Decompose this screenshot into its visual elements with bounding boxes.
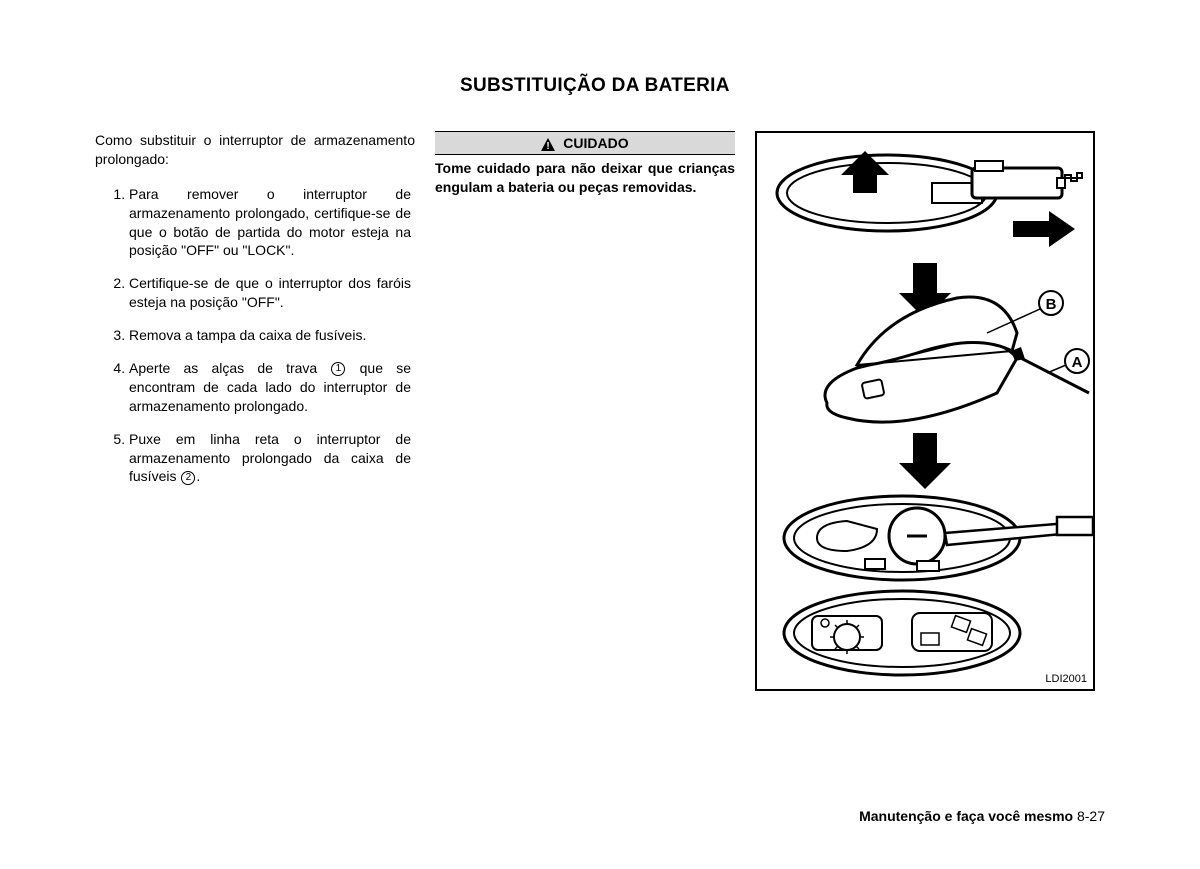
step-1: Para remover o interruptor de armazename… <box>129 185 415 261</box>
svg-text:B: B <box>1046 296 1057 313</box>
circled-1-icon: 1 <box>331 362 345 376</box>
page-title: SUBSTITUIÇÃO DA BATERIA <box>460 75 1115 97</box>
caution-label: CUIDADO <box>563 135 628 151</box>
footer-section: Manutenção e faça você mesmo <box>859 808 1073 824</box>
diagram-code: LDI2001 <box>1045 673 1087 685</box>
column-middle: ! CUIDADO Tome cuidado para não deixar q… <box>435 131 735 829</box>
step-4: Aperte as alças de trava 1 que se encont… <box>129 359 415 416</box>
diagram-fob-battery <box>784 496 1093 580</box>
arrow-down-2-icon <box>899 433 951 489</box>
column-right: B A <box>755 131 1095 829</box>
content-columns: Como substituir o interruptor de armazen… <box>95 131 1115 829</box>
diagram-fob-top <box>777 151 1082 247</box>
caution-text: Tome cuidado para não deixar que criança… <box>435 159 735 197</box>
circled-2-icon: 2 <box>181 471 195 485</box>
caution-header: ! CUIDADO <box>435 131 735 155</box>
page-footer: Manutenção e faça você mesmo 8-27 <box>859 808 1105 824</box>
diagram-svg: B A <box>757 133 1093 689</box>
step-list: Para remover o interruptor de armazename… <box>95 185 415 487</box>
svg-text:!: ! <box>547 141 550 151</box>
diagram-box: B A <box>755 131 1095 691</box>
step-5: Puxe em linha reta o interruptor de arma… <box>129 430 415 487</box>
step-5-text-b: . <box>196 468 200 484</box>
step-2: Certifique-se de que o interruptor dos f… <box>129 274 415 312</box>
diagram-fob-pry: B A <box>825 291 1089 422</box>
step-3: Remova a tampa da caixa de fusíveis. <box>129 326 415 345</box>
intro-text: Como substituir o interruptor de armazen… <box>95 131 415 169</box>
column-left: Como substituir o interruptor de armazen… <box>95 131 415 829</box>
diagram-fob-internal <box>784 591 1020 675</box>
footer-page: 8-27 <box>1077 808 1105 824</box>
step-4-text-a: Aperte as alças de trava <box>129 360 330 376</box>
step-5-text-a: Puxe em linha reta o interruptor de arma… <box>129 431 411 485</box>
warning-icon: ! <box>541 138 555 151</box>
svg-text:A: A <box>1072 354 1083 371</box>
